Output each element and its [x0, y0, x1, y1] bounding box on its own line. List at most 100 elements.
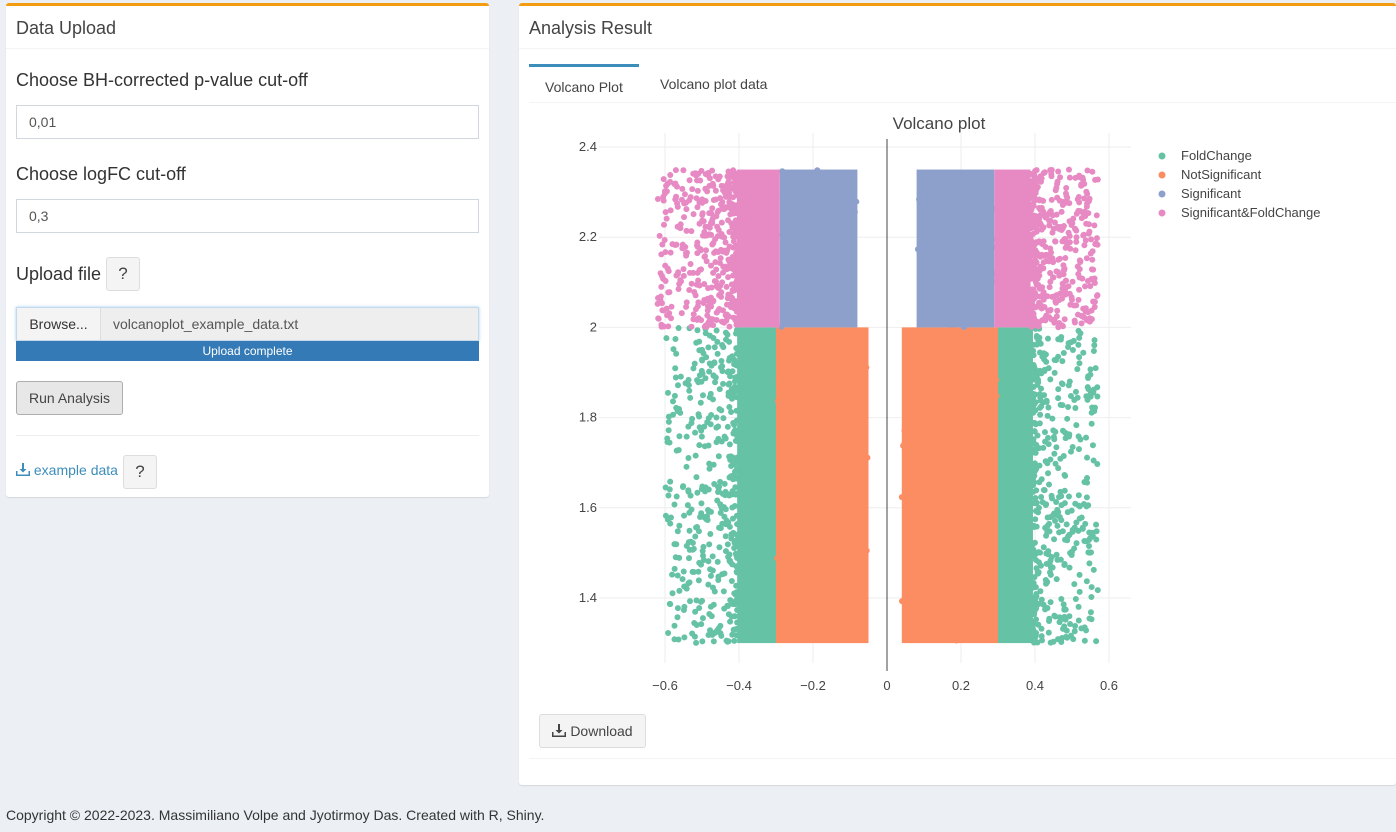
- data-point: [1060, 267, 1067, 274]
- data-point: [1044, 293, 1051, 300]
- browse-button[interactable]: Browse...: [17, 308, 101, 340]
- data-point: [706, 394, 713, 401]
- data-point: [1030, 522, 1037, 529]
- data-point: [709, 205, 716, 212]
- data-point: [688, 228, 695, 235]
- data-point: [909, 469, 916, 476]
- data-point: [733, 350, 740, 357]
- data-point: [733, 362, 740, 369]
- data-point: [1071, 628, 1078, 635]
- data-point: [724, 423, 731, 430]
- data-point: [811, 585, 818, 592]
- data-point: [972, 306, 979, 313]
- data-point: [793, 277, 800, 284]
- data-point: [989, 573, 996, 580]
- upload-help-button[interactable]: ?: [106, 257, 140, 291]
- data-point: [686, 387, 693, 394]
- data-point: [1060, 262, 1067, 269]
- data-point: [1055, 636, 1062, 643]
- data-point: [786, 196, 793, 203]
- data-point: [1085, 386, 1092, 393]
- data-point: [965, 310, 972, 317]
- data-point: [692, 533, 699, 540]
- data-point: [733, 277, 740, 284]
- data-point: [683, 463, 690, 470]
- data-point: [1040, 544, 1047, 551]
- data-point: [1034, 271, 1041, 278]
- data-point: [1037, 549, 1044, 556]
- data-point: [953, 637, 960, 644]
- example-help-button[interactable]: ?: [123, 455, 157, 489]
- data-point: [825, 259, 832, 266]
- data-point: [941, 379, 948, 386]
- file-input[interactable]: Browse... volcanoplot_example_data.txt: [16, 307, 479, 341]
- data-point: [798, 627, 805, 634]
- data-point: [673, 541, 680, 548]
- data-point: [715, 273, 722, 280]
- upload-file-label: Upload file: [16, 264, 102, 284]
- data-point: [1088, 236, 1095, 243]
- data-point: [724, 638, 731, 645]
- data-point: [701, 281, 708, 288]
- volcano-plot[interactable]: Volcano plot −0.6 −0.4 −0.2 0 0.2 0.4 0.6 1.41…: [519, 103, 1396, 703]
- data-point: [729, 368, 736, 375]
- data-point: [684, 502, 691, 509]
- download-button[interactable]: Download: [539, 714, 646, 748]
- data-point: [698, 500, 705, 507]
- y-axis-ticks: 1.4 1.6 1.8 2 2.2 2.4: [579, 139, 597, 605]
- data-point: [707, 262, 714, 269]
- data-point: [1091, 222, 1098, 229]
- data-point: [858, 436, 865, 443]
- run-analysis-button[interactable]: Run Analysis: [16, 381, 123, 415]
- tabs-divider: [529, 102, 1396, 103]
- data-point: [710, 182, 717, 189]
- data-point: [1076, 286, 1083, 293]
- data-point: [1087, 283, 1094, 290]
- data-point: [1069, 347, 1076, 354]
- data-point: [1053, 576, 1060, 583]
- data-point: [732, 170, 739, 177]
- data-point: [1079, 174, 1086, 181]
- data-point: [706, 224, 713, 231]
- data-point: [687, 394, 694, 401]
- data-point: [726, 380, 733, 387]
- data-point: [664, 516, 671, 523]
- data-point: [712, 278, 719, 285]
- data-point: [722, 533, 729, 540]
- data-point: [907, 437, 914, 444]
- data-point: [1030, 420, 1037, 427]
- data-point: [1033, 499, 1040, 506]
- data-point: [731, 503, 738, 510]
- data-point: [725, 256, 732, 263]
- pvalue-input[interactable]: 0,01: [16, 105, 479, 139]
- data-point: [675, 325, 682, 332]
- data-point: [725, 203, 732, 210]
- data-point: [667, 601, 674, 608]
- data-point: [1032, 516, 1039, 523]
- data-point: [1062, 255, 1069, 262]
- data-point: [1058, 517, 1065, 524]
- data-point: [702, 185, 709, 192]
- data-point: [726, 357, 733, 364]
- tab-volcano-plot-data[interactable]: Volcano plot data: [660, 76, 768, 92]
- data-point: [682, 243, 689, 250]
- data-point: [1031, 460, 1038, 467]
- data-point: [711, 344, 718, 351]
- example-data-link[interactable]: example data: [16, 462, 118, 478]
- data-point: [686, 269, 693, 276]
- data-point: [690, 170, 697, 177]
- footer-copyright: Copyright © 2022-2023. Massimiliano Volp…: [6, 807, 545, 823]
- data-point: [858, 589, 865, 596]
- data-point: [941, 221, 948, 228]
- data-point: [1071, 302, 1078, 309]
- tab-volcano-plot[interactable]: Volcano Plot: [529, 64, 639, 102]
- data-point: [1038, 596, 1045, 603]
- data-point: [837, 396, 844, 403]
- data-point: [696, 338, 703, 345]
- data-point: [968, 329, 975, 336]
- data-point: [932, 541, 939, 548]
- data-point: [1047, 278, 1054, 285]
- data-point: [686, 197, 693, 204]
- logfc-input[interactable]: 0,3: [16, 199, 479, 233]
- data-point: [1065, 493, 1072, 500]
